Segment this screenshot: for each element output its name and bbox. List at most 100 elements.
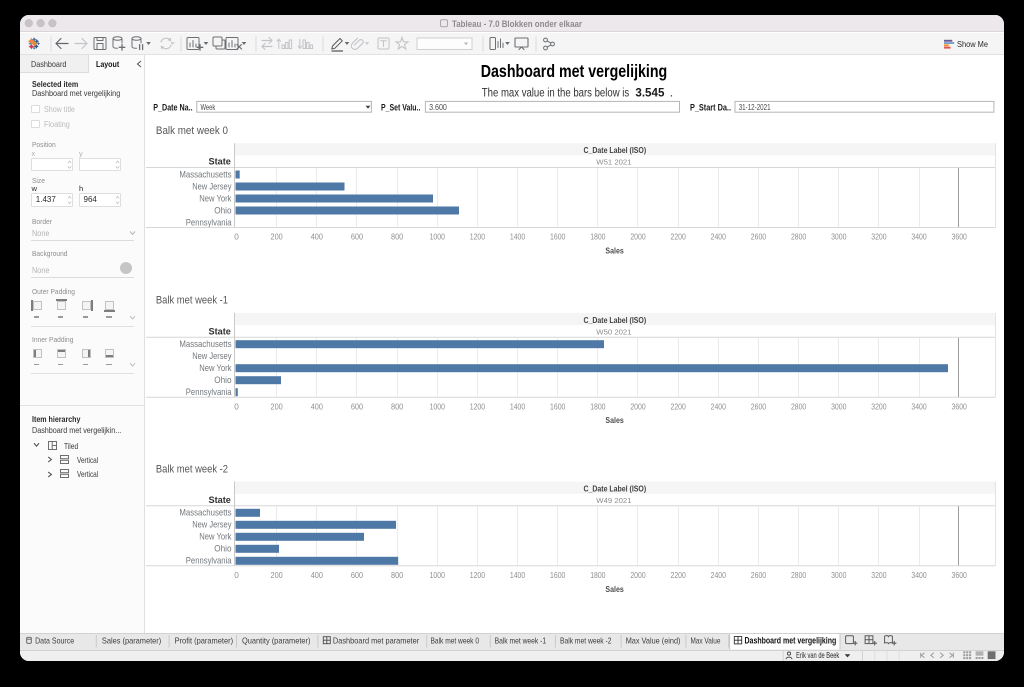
- svg-text:Ohio: Ohio: [214, 375, 231, 385]
- svg-text:2600: 2600: [751, 233, 767, 242]
- svg-text:New York: New York: [199, 193, 232, 203]
- svg-text:600: 600: [351, 571, 364, 580]
- svg-text:W51 2021: W51 2021: [596, 158, 631, 167]
- svg-text:3.545: 3.545: [635, 86, 664, 100]
- svg-text:1000: 1000: [430, 402, 446, 411]
- svg-text:600: 600: [351, 233, 364, 242]
- svg-text:State: State: [209, 495, 232, 505]
- svg-text:Erik van de Beek: Erik van de Beek: [796, 650, 840, 660]
- svg-text:New York: New York: [199, 363, 232, 373]
- svg-text:Pennsylvania: Pennsylvania: [186, 387, 232, 397]
- svg-text:800: 800: [391, 571, 404, 580]
- svg-text:3000: 3000: [831, 402, 847, 411]
- svg-text:1600: 1600: [550, 402, 566, 411]
- svg-text:Massachusetts: Massachusetts: [179, 339, 231, 349]
- svg-text:1400: 1400: [510, 571, 526, 580]
- svg-text:Pennsylvania: Pennsylvania: [186, 556, 232, 566]
- svg-text:3200: 3200: [871, 571, 887, 580]
- svg-text:0: 0: [234, 402, 239, 411]
- svg-text:1200: 1200: [470, 571, 486, 580]
- svg-text:800: 800: [391, 402, 404, 411]
- svg-text:31-12-2021: 31-12-2021: [739, 103, 771, 112]
- svg-text:3200: 3200: [871, 402, 887, 411]
- svg-text:C_Date Label (ISO): C_Date Label (ISO): [583, 316, 646, 325]
- svg-text:Sales: Sales: [605, 585, 624, 594]
- svg-text:200: 200: [271, 402, 284, 411]
- svg-text:C_Date Label (ISO): C_Date Label (ISO): [583, 484, 646, 493]
- svg-text:2200: 2200: [671, 571, 687, 580]
- svg-text:2200: 2200: [671, 402, 687, 411]
- svg-text:The max value in the bars belo: The max value in the bars below is: [482, 86, 629, 100]
- svg-text:Quantity (parameter): Quantity (parameter): [242, 635, 311, 645]
- svg-text:1800: 1800: [590, 571, 606, 580]
- svg-text:2400: 2400: [711, 233, 727, 242]
- svg-text:Balk met week -2: Balk met week -2: [560, 635, 612, 645]
- svg-text:200: 200: [271, 571, 284, 580]
- svg-text:400: 400: [311, 402, 324, 411]
- svg-text:Show Me: Show Me: [957, 39, 988, 49]
- svg-text:2600: 2600: [751, 571, 767, 580]
- svg-text:Sales: Sales: [605, 247, 624, 256]
- svg-text:2200: 2200: [671, 233, 687, 242]
- svg-text:1600: 1600: [550, 233, 566, 242]
- svg-text:2000: 2000: [630, 233, 646, 242]
- svg-text:Dashboard met parameter: Dashboard met parameter: [333, 635, 419, 645]
- svg-text:Profit (parameter): Profit (parameter): [175, 635, 234, 645]
- svg-text:New Jersey: New Jersey: [192, 181, 232, 191]
- svg-text:2800: 2800: [791, 402, 807, 411]
- svg-text:2400: 2400: [711, 571, 727, 580]
- svg-text:2800: 2800: [791, 233, 807, 242]
- svg-text:1200: 1200: [470, 233, 486, 242]
- svg-text:New Jersey: New Jersey: [192, 351, 232, 361]
- svg-text:3200: 3200: [871, 233, 887, 242]
- svg-text:State: State: [209, 157, 232, 167]
- svg-text:New York: New York: [199, 532, 232, 542]
- svg-text:1000: 1000: [430, 233, 446, 242]
- svg-text:Sales: Sales: [605, 416, 624, 425]
- svg-text:1600: 1600: [550, 571, 566, 580]
- svg-text:Ohio: Ohio: [214, 205, 231, 215]
- svg-text:400: 400: [311, 571, 324, 580]
- svg-text:State: State: [209, 326, 232, 336]
- svg-text:Ohio: Ohio: [214, 544, 231, 554]
- svg-text:3000: 3000: [831, 233, 847, 242]
- svg-text:3400: 3400: [911, 233, 927, 242]
- svg-text:Massachusetts: Massachusetts: [179, 169, 231, 179]
- svg-text:1000: 1000: [430, 571, 446, 580]
- svg-text:1800: 1800: [590, 402, 606, 411]
- svg-text:Data Source: Data Source: [35, 635, 74, 645]
- svg-text:3600: 3600: [952, 402, 968, 411]
- svg-text:3.600: 3.600: [429, 103, 447, 112]
- svg-text:Pennsylvania: Pennsylvania: [186, 217, 232, 227]
- svg-text:Balk met week -1: Balk met week -1: [156, 295, 228, 307]
- svg-text:Sales (parameter): Sales (parameter): [102, 635, 162, 645]
- svg-text:Dashboard met vergelijking: Dashboard met vergelijking: [481, 61, 668, 81]
- svg-text:800: 800: [391, 233, 404, 242]
- svg-text:P_Set Valu..: P_Set Valu..: [381, 103, 420, 113]
- svg-text:Balk met week -1: Balk met week -1: [495, 635, 547, 645]
- svg-text:W50 2021: W50 2021: [596, 327, 631, 336]
- svg-text:1200: 1200: [470, 402, 486, 411]
- svg-text:0: 0: [234, 233, 239, 242]
- svg-text:3000: 3000: [831, 571, 847, 580]
- svg-text:1800: 1800: [590, 233, 606, 242]
- svg-text:200: 200: [271, 233, 284, 242]
- svg-text:W49 2021: W49 2021: [596, 496, 631, 505]
- svg-text:C_Date Label (ISO): C_Date Label (ISO): [583, 146, 646, 155]
- svg-text:P_Date Na..: P_Date Na..: [153, 103, 192, 113]
- svg-text:Balk met week -2: Balk met week -2: [156, 463, 228, 475]
- svg-text:0: 0: [234, 571, 239, 580]
- svg-text:P_Start Da..: P_Start Da..: [690, 103, 731, 113]
- svg-text:.: .: [670, 86, 673, 100]
- svg-text:Max Value (eind): Max Value (eind): [626, 635, 681, 645]
- svg-text:2000: 2000: [630, 402, 646, 411]
- svg-text:2600: 2600: [751, 402, 767, 411]
- svg-text:2800: 2800: [791, 571, 807, 580]
- svg-text:3600: 3600: [952, 233, 968, 242]
- svg-text:600: 600: [351, 402, 364, 411]
- svg-text:New Jersey: New Jersey: [192, 520, 232, 530]
- svg-text:Balk met week 0: Balk met week 0: [156, 125, 228, 137]
- svg-text:400: 400: [311, 233, 324, 242]
- svg-text:3400: 3400: [911, 571, 927, 580]
- svg-text:Dashboard met vergelijking: Dashboard met vergelijking: [745, 635, 837, 645]
